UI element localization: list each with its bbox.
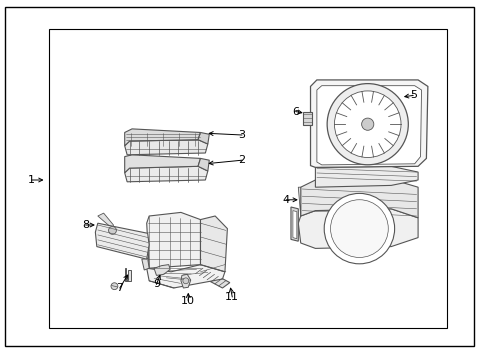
Text: 9: 9 [153,279,160,289]
Polygon shape [124,166,207,182]
Polygon shape [303,112,311,125]
Polygon shape [124,129,200,146]
Polygon shape [300,179,417,218]
Polygon shape [198,132,209,144]
Polygon shape [316,86,421,165]
Circle shape [324,193,394,264]
Circle shape [111,283,118,290]
Polygon shape [292,211,296,239]
Polygon shape [124,268,131,281]
Polygon shape [198,158,209,171]
Polygon shape [95,223,149,259]
Polygon shape [298,209,417,248]
Polygon shape [298,187,300,216]
Polygon shape [181,274,190,288]
Polygon shape [154,265,170,275]
Polygon shape [98,213,113,229]
Text: 7: 7 [116,283,123,293]
Text: 4: 4 [282,195,289,205]
Polygon shape [124,140,207,155]
Text: 1: 1 [28,175,35,185]
Polygon shape [124,155,200,173]
Polygon shape [195,268,229,288]
Circle shape [108,226,116,234]
Text: 11: 11 [225,292,239,302]
Text: 8: 8 [82,220,89,230]
Polygon shape [310,80,427,167]
Polygon shape [200,216,227,272]
Text: 6: 6 [292,107,299,117]
Text: 2: 2 [238,155,245,165]
Polygon shape [315,166,417,187]
Circle shape [361,118,373,130]
Text: 3: 3 [238,130,245,140]
Circle shape [334,91,400,157]
Circle shape [326,84,407,165]
Polygon shape [146,265,224,288]
Circle shape [330,200,387,257]
Text: 10: 10 [181,296,195,306]
Polygon shape [112,229,137,239]
Text: 5: 5 [409,90,416,100]
Polygon shape [290,207,298,241]
Bar [49,29,447,328]
Polygon shape [146,212,200,268]
Polygon shape [142,258,149,270]
Circle shape [183,278,188,284]
Polygon shape [98,232,118,248]
